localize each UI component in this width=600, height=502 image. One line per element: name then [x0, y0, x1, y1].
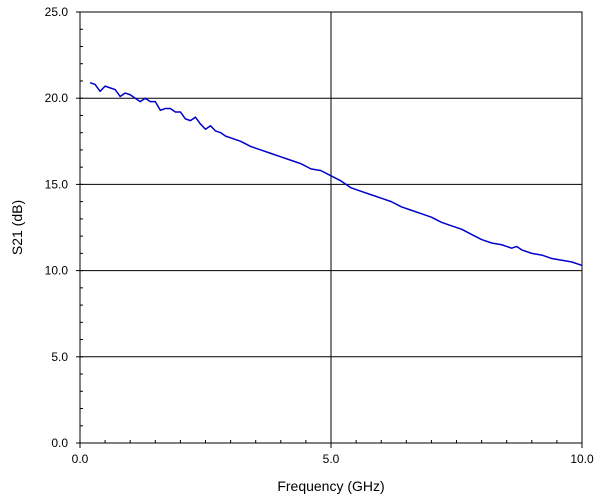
s21-series-line [89, 81, 583, 267]
y-tick-label: 15.0 [45, 177, 69, 191]
y-tick-label: 25.0 [45, 5, 69, 19]
y-tick-label: 5.0 [51, 350, 68, 364]
y-tick-label: 10.0 [45, 264, 69, 278]
y-tick-label: 20.0 [45, 91, 69, 105]
grid [76, 11, 583, 448]
x-tick-label: 5.0 [323, 452, 340, 466]
series-group [89, 81, 583, 267]
y-tick-label: 0.0 [51, 436, 68, 450]
x-axis-label: Frequency (GHz) [277, 478, 384, 494]
minor-ticks [79, 11, 583, 444]
y-axis-label: S21 (dB) [9, 200, 25, 255]
x-tick-labels: 0.0 5.0 10.0 [72, 452, 594, 466]
y-tick-labels: 0.0 5.0 10.0 15.0 20.0 25.0 [45, 5, 69, 450]
x-tick-label: 10.0 [570, 452, 594, 466]
x-tick-label: 0.0 [72, 452, 89, 466]
